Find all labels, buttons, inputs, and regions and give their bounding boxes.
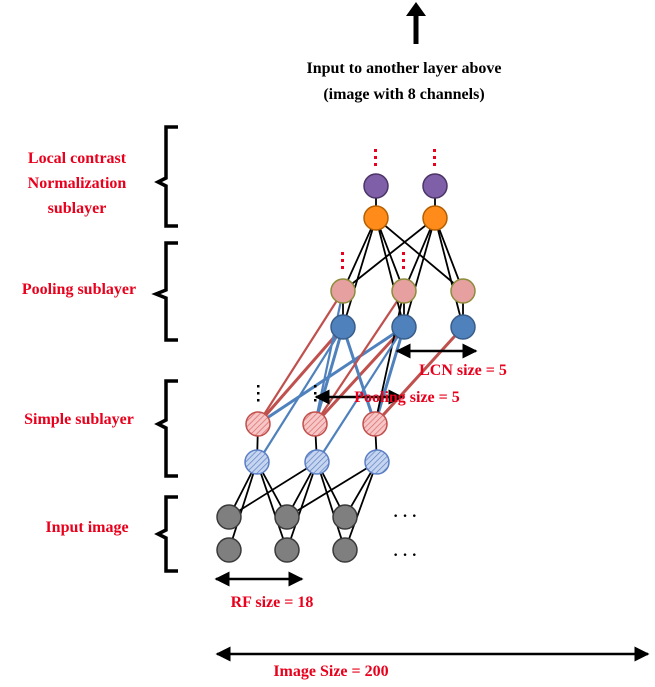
pooling-size-label: Pooling size = 5 (354, 389, 460, 406)
simple-blue-node (364, 449, 390, 475)
lcn-orange-node (422, 205, 448, 231)
continuation-dots (257, 149, 436, 402)
top-label-line2: (image with 8 channels) (323, 86, 484, 103)
input-node (274, 537, 300, 563)
pool-layer-nodes (330, 278, 476, 340)
input-node (216, 504, 242, 530)
input-node (332, 504, 358, 530)
pool-blue-node (450, 314, 476, 340)
lcn-layer-nodes (363, 173, 448, 231)
lcn-label-line1: Local contrast (28, 150, 127, 167)
up-arrow-icon (406, 2, 426, 44)
lcn-purple-node (422, 173, 448, 199)
top-label-line1: Input to another layer above (307, 60, 502, 77)
pooling-label: Pooling sublayer (22, 281, 136, 298)
lcn-size-label: LCN size = 5 (419, 362, 507, 379)
input-layer-nodes (216, 504, 358, 563)
simple-layer-nodes (244, 411, 390, 475)
simple-blue-node (304, 449, 330, 475)
input-row-ellipsis: · · · (393, 547, 417, 564)
simple-pink-node (362, 411, 388, 437)
lcn-orange-node (363, 205, 389, 231)
image-size-label: Image Size = 200 (273, 663, 388, 680)
pool-pink-node (330, 278, 356, 304)
lcn-label-line2: Normalization (28, 175, 127, 192)
input-node (332, 537, 358, 563)
input-node (216, 537, 242, 563)
input-row-ellipsis: · · · (393, 508, 417, 525)
pool-pink-node (450, 278, 476, 304)
simple-blue-node (244, 449, 270, 475)
input-label: Input image (45, 519, 128, 536)
simple-pink-node (302, 411, 328, 437)
pool-pink-node (391, 278, 417, 304)
pool-blue-node (391, 314, 417, 340)
simple-pink-node (245, 411, 271, 437)
input-node (274, 504, 300, 530)
lcn-label-line3: sublayer (48, 200, 107, 217)
rf-size-label: RF size = 18 (231, 594, 314, 611)
lcn-brace (154, 125, 178, 228)
lcn-purple-node (363, 173, 389, 199)
pool-blue-node (330, 314, 356, 340)
input-brace (154, 495, 178, 573)
simple-label: Simple sublayer (24, 411, 134, 428)
pooling-brace (151, 241, 178, 342)
simple-brace (154, 379, 178, 478)
